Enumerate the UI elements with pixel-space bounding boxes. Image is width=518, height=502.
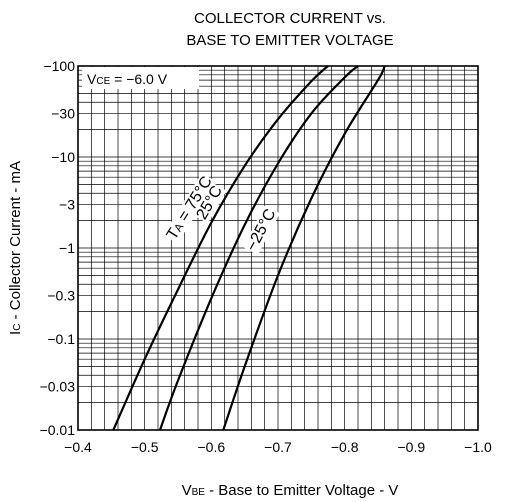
x-axis-label-main: V bbox=[182, 482, 192, 499]
series-label-background bbox=[242, 205, 280, 255]
x-tick-label: −1.0 bbox=[464, 439, 492, 455]
chart-title-line-2: BASE TO EMITTER VOLTAGE bbox=[186, 32, 393, 49]
condition-box-background bbox=[82, 67, 199, 89]
series-line-2 bbox=[158, 65, 359, 431]
x-tick-label: −0.6 bbox=[198, 439, 226, 455]
y-axis-label-rest: - Collector Current - mA bbox=[7, 161, 24, 324]
series-label-main: −25°C bbox=[243, 206, 279, 254]
condition-label: VCE = −6.0 V bbox=[87, 71, 168, 87]
condition-sub: CE bbox=[96, 76, 110, 87]
series-line-3 bbox=[222, 65, 386, 431]
x-tick-labels: −0.4 −0.5 −0.6 −0.7 −0.8 −0.9 −1.0 bbox=[64, 439, 492, 455]
x-axis-label: VBE - Base to Emitter Voltage - V bbox=[182, 482, 399, 499]
x-tick-label: −0.7 bbox=[264, 439, 292, 455]
y-tick-label: −1 bbox=[59, 240, 75, 256]
series-label-text: −25°C bbox=[243, 206, 279, 254]
x-axis-label-sub: BE bbox=[192, 487, 206, 498]
series-labels: TA = 75°C25°C−25°C bbox=[163, 172, 280, 255]
condition-rest: = −6.0 V bbox=[110, 71, 167, 87]
y-tick-label: −0.03 bbox=[40, 379, 76, 395]
plot-frame bbox=[77, 65, 479, 431]
x-tick-label: −0.4 bbox=[64, 439, 92, 455]
y-axis-label-sub: C bbox=[12, 324, 23, 331]
y-axis-label-main: I bbox=[7, 331, 24, 335]
y-tick-label: −100 bbox=[43, 58, 75, 74]
series-line-1 bbox=[112, 65, 329, 431]
condition-box: VCE = −6.0 V bbox=[82, 67, 199, 89]
y-tick-labels: −0.01 −0.03 −0.1 −0.3 −1 −3 −10 −30 −100 bbox=[40, 58, 76, 438]
y-tick-label: −0.01 bbox=[40, 422, 76, 438]
x-tick-label: −0.8 bbox=[331, 439, 359, 455]
y-tick-label: −0.3 bbox=[47, 288, 75, 304]
series-curves bbox=[112, 65, 386, 431]
series-label-3: −25°C bbox=[242, 205, 280, 255]
series-label-background bbox=[163, 172, 217, 244]
y-tick-label: −10 bbox=[51, 149, 75, 165]
y-axis-label: IC - Collector Current - mA bbox=[7, 161, 24, 335]
x-tick-label: −0.5 bbox=[131, 439, 159, 455]
condition-main: V bbox=[87, 71, 97, 87]
y-tick-label: −3 bbox=[59, 197, 75, 213]
series-label-background bbox=[192, 182, 227, 224]
y-tick-label: −0.1 bbox=[47, 331, 75, 347]
x-tick-label: −0.9 bbox=[398, 439, 426, 455]
y-tick-label: −30 bbox=[51, 106, 75, 122]
chart-title-line-1: COLLECTOR CURRENT vs. bbox=[194, 10, 386, 27]
x-axis-label-rest: - Base to Emitter Voltage - V bbox=[205, 482, 398, 499]
